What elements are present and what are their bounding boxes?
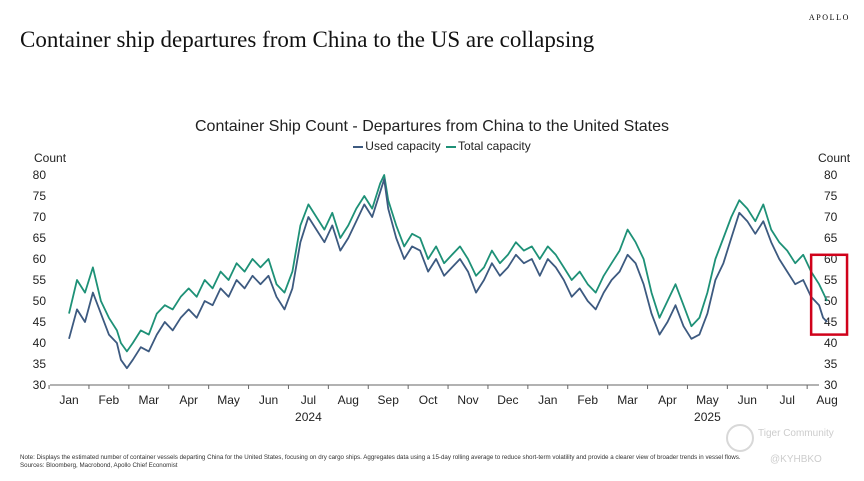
y-tick-left: 80 <box>33 168 47 182</box>
y-tick-right: 70 <box>824 210 838 224</box>
y-tick-left: 60 <box>33 252 47 266</box>
x-tick-label: Jul <box>301 393 316 407</box>
y-axis-label-left: Count <box>34 151 67 165</box>
y-tick-right: 50 <box>824 294 838 308</box>
x-year-label: 2025 <box>694 410 721 424</box>
chart-title: Container Ship Count - Departures from C… <box>194 118 670 135</box>
x-tick-label: Oct <box>419 393 438 407</box>
y-tick-left: 75 <box>33 189 47 203</box>
y-tick-right: 30 <box>824 378 838 392</box>
legend-label-used: Used capacity <box>365 139 441 153</box>
watermark-logo-icon <box>726 424 754 452</box>
x-tick-label: Jan <box>59 393 78 407</box>
y-tick-left: 35 <box>33 357 47 371</box>
x-tick-label: Aug <box>816 393 837 407</box>
watermark-name: Tiger Community <box>758 428 834 439</box>
y-tick-right: 75 <box>824 189 838 203</box>
y-tick-left: 40 <box>33 336 47 350</box>
legend-item-used: Used capacity <box>353 139 441 153</box>
x-tick-label: Dec <box>497 393 518 407</box>
watermark-handle: @KYHBKO <box>770 454 822 465</box>
x-tick-label: Apr <box>179 393 198 407</box>
y-tick-left: 50 <box>33 294 47 308</box>
x-tick-label: Apr <box>658 393 677 407</box>
highlight-box <box>809 253 849 336</box>
x-tick-label: Jan <box>538 393 557 407</box>
series-line-total-capacity <box>68 174 828 353</box>
x-tick-label: Mar <box>138 393 159 407</box>
watermark: Tiger Community @KYHBKO <box>726 420 862 468</box>
x-tick-label: Aug <box>338 393 359 407</box>
footnote: Note: Displays the estimated number of c… <box>20 454 760 470</box>
legend-swatch-used <box>353 145 364 148</box>
x-tick-label: Jul <box>780 393 795 407</box>
y-tick-left: 45 <box>33 315 47 329</box>
y-tick-left: 65 <box>33 231 47 245</box>
x-year-label: 2024 <box>295 410 322 424</box>
y-tick-right: 45 <box>824 315 838 329</box>
y-tick-right: 40 <box>824 336 838 350</box>
x-tick-label: May <box>696 393 719 407</box>
x-tick-label: Mar <box>617 393 638 407</box>
y-axis-label-right: Count <box>818 151 851 165</box>
chart-legend: Used capacity Total capacity <box>0 139 864 153</box>
y-tick-right: 80 <box>824 168 838 182</box>
x-tick-label: May <box>217 393 240 407</box>
y-tick-left: 30 <box>33 378 47 392</box>
y-tick-left: 55 <box>33 273 47 287</box>
x-tick-label: Jun <box>259 393 278 407</box>
y-tick-left: 70 <box>33 210 47 224</box>
series-line-used-capacity <box>68 178 828 370</box>
x-tick-label: Sep <box>378 393 400 407</box>
legend-item-total: Total capacity <box>446 139 531 153</box>
y-tick-right: 55 <box>824 273 838 287</box>
page-title: Container ship departures from China to … <box>20 27 595 52</box>
x-tick-label: Jun <box>738 393 757 407</box>
y-tick-right: 35 <box>824 357 838 371</box>
brand-logo: APOLLO <box>808 13 850 22</box>
footnote-sources: Sources: Bloomberg, Macrobond, Apollo Ch… <box>20 462 178 469</box>
x-tick-label: Feb <box>99 393 120 407</box>
legend-swatch-total <box>446 145 456 148</box>
footnote-note: Note: Displays the estimated number of c… <box>20 454 741 461</box>
x-tick-label: Nov <box>457 393 478 407</box>
y-tick-right: 65 <box>824 231 838 245</box>
x-tick-label: Feb <box>577 393 598 407</box>
legend-label-total: Total capacity <box>458 139 531 153</box>
